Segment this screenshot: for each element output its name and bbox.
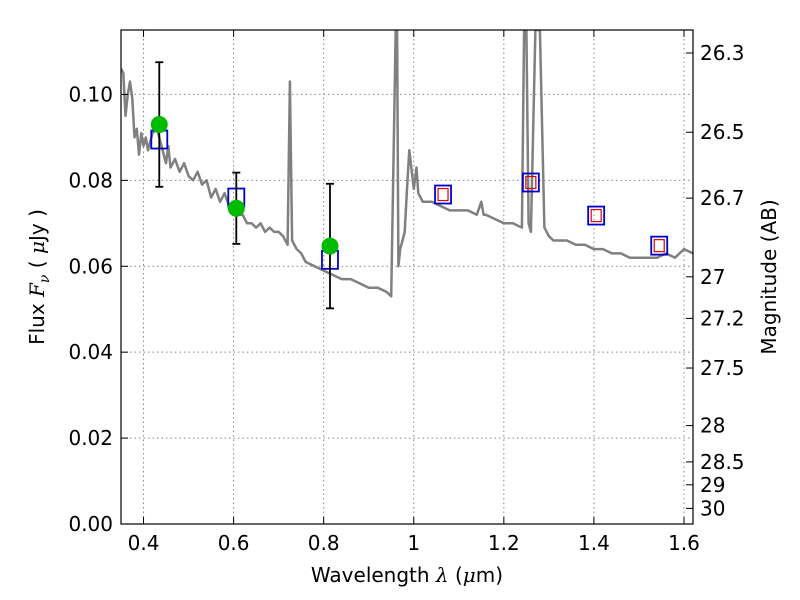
y2-tick-label: 27.5	[700, 356, 745, 380]
y2-tick-label: 26.7	[700, 186, 745, 210]
x-tick-label: 0.6	[218, 531, 250, 555]
x-tick-label: 1	[407, 531, 420, 555]
model-flux-square	[521, 172, 540, 193]
y-tick-label: 0.08	[68, 168, 113, 192]
x-tick-label: 1.4	[578, 531, 610, 555]
y-tick-label: 0.02	[68, 426, 113, 450]
x-tick-label: 0.8	[308, 531, 340, 555]
y2-axis-label: Magnitude (AB)	[757, 199, 781, 354]
y2-tick-label: 28.5	[700, 450, 745, 474]
observed-flux-point	[150, 116, 168, 134]
x-tick-label: 0.4	[128, 531, 160, 555]
predicted-flux-square	[653, 239, 665, 253]
y-tick-label: 0.00	[68, 512, 113, 536]
observed-flux-point	[227, 199, 245, 217]
model-flux-square	[650, 235, 669, 256]
axis-ticks: 0.4 0.6 0.8 1 1.2 1.4 1.6 0.00 0.02 0.04 0.06 0.08 0…	[68, 30, 745, 555]
model-flux-square	[587, 205, 606, 226]
y2-tick-label: 26.5	[700, 120, 745, 144]
plot-data	[121, 30, 693, 298]
y-axis-label: Flux Fν ( μJy )	[25, 209, 53, 345]
y-tick-label: 0.06	[68, 254, 113, 278]
observed-flux-point	[321, 237, 339, 255]
grid-lines	[121, 30, 693, 525]
y2-tick-label: 29	[700, 473, 725, 497]
predicted-flux-square	[590, 208, 602, 223]
y-tick-label: 0.04	[68, 340, 113, 364]
y2-tick-label: 30	[700, 496, 725, 520]
y2-tick-label: 28	[700, 414, 725, 438]
spectrum-line	[121, 30, 693, 298]
x-tick-label: 1.6	[668, 531, 700, 555]
predicted-flux-square	[437, 187, 449, 202]
y2-tick-label: 26.3	[700, 41, 745, 65]
y2-tick-label: 27.2	[700, 306, 745, 330]
plot-markers	[150, 61, 669, 310]
x-axis-label: Wavelength λ (μm)	[311, 563, 503, 587]
model-flux-square	[434, 184, 452, 205]
y2-tick-label: 27	[700, 265, 725, 289]
predicted-flux-square	[525, 175, 537, 190]
plot-frame	[120, 29, 694, 525]
y-tick-label: 0.10	[68, 82, 113, 106]
x-tick-label: 1.2	[488, 531, 520, 555]
